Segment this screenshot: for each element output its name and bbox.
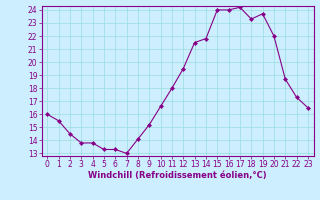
X-axis label: Windchill (Refroidissement éolien,°C): Windchill (Refroidissement éolien,°C) — [88, 171, 267, 180]
